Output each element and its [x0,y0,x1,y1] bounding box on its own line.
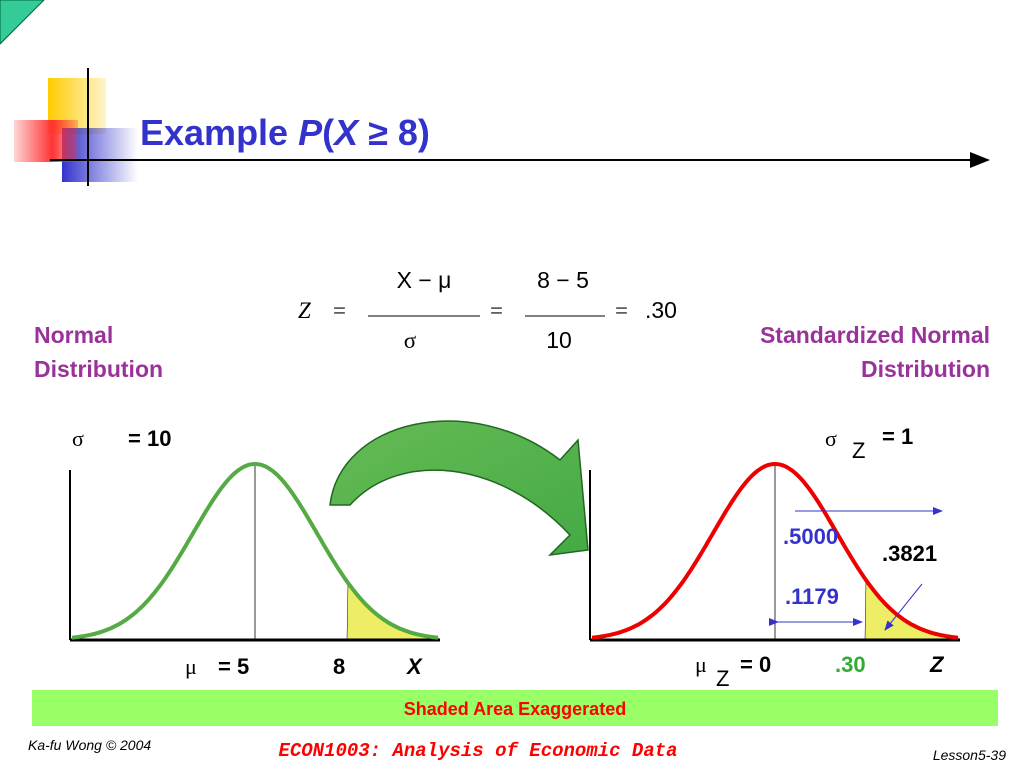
logo-red [14,120,78,162]
formula-num: 8 − 5 [537,267,589,293]
sigma-sub: Z [852,438,865,463]
formula-num: X − μ [397,267,452,293]
formula-result: .30 [645,297,677,323]
banner [32,690,998,726]
footer-author: Ka-fu Wong © 2004 [28,737,151,753]
title-p: P [298,112,323,153]
formula-eq: = [490,298,503,323]
curve [71,462,439,640]
tail-arrow [884,583,923,631]
formula-eq: = [615,298,628,323]
title-word: Example [140,112,298,153]
cut: .30 [835,652,866,677]
mu: μ [185,654,197,679]
sigma: σ [72,426,84,451]
area-label: .5000 [783,524,838,549]
mu-sub: Z [716,666,729,691]
shaded-area [346,582,439,641]
formula-eq: = [333,298,346,323]
banner-text: Shaded Area Exaggerated [404,699,626,719]
footer-page: Lesson5-39 [933,747,1006,763]
formula: Z = X − μ σ = 8 − 5 10 = .30 [298,267,677,353]
area-label: .3821 [882,541,937,566]
mu-value: = 0 [740,652,771,677]
mu-value: = 5 [218,654,249,679]
formula-den: 10 [546,327,572,353]
cut: 8 [333,654,345,679]
shaded-area [864,579,959,641]
sigma: σ [825,426,837,451]
formula-z: Z [298,298,311,323]
footer-course: ECON1003: Analysis of Economic Data [278,740,677,762]
heading: Normal [34,322,113,348]
area-label: .1179 [785,584,839,609]
heading: Distribution [34,356,163,382]
formula-den: σ [404,328,417,353]
axis-label: Z [929,652,945,677]
title-rest: ≥ 8) [358,112,430,153]
corner [0,0,45,45]
title-x: X [332,112,360,153]
heading: Distribution [861,356,990,382]
transform-arrow [329,420,589,557]
mu: μ [695,652,707,677]
sigma-value: = 1 [882,424,913,449]
sigma-value: = 10 [128,426,171,451]
title: Example P(X ≥ 8) [140,112,430,153]
title-open: ( [322,112,334,153]
heading: Standardized Normal [760,322,990,348]
axis-label: X [405,654,423,679]
